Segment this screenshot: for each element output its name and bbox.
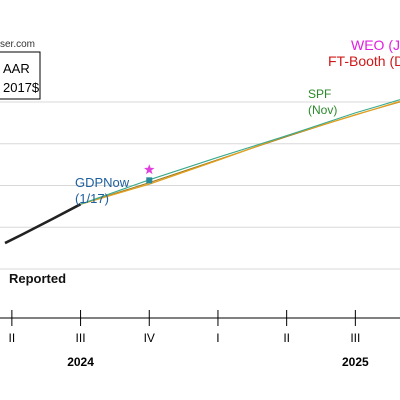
forecast-points — [144, 164, 155, 184]
units-box — [0, 51, 41, 100]
x-axis-ticks: IIIIIIVIIIIIIIV20242025 — [9, 310, 369, 369]
point-gdpnow — [146, 177, 153, 184]
x-tick-label-1: III — [76, 331, 86, 345]
point-weo-star — [144, 164, 155, 175]
x-tick-label-3: I — [216, 331, 219, 345]
annotation-ft-booth: FT-Booth (D — [328, 53, 400, 69]
annotation-weo: WEO (Ja — [351, 37, 400, 53]
source-label: ser.com — [0, 39, 35, 50]
x-tick-label-4: II — [283, 331, 290, 345]
units-box-line2: 2017$ — [3, 80, 40, 95]
annotation-spf-date: (Nov) — [308, 103, 337, 117]
units-box-line1: AAR — [3, 61, 30, 76]
x-year-label-1: 2025 — [342, 355, 369, 369]
x-year-label-0: 2024 — [67, 355, 94, 369]
gridlines — [0, 101, 400, 270]
annotation-gdpnow-date: (1/17) — [75, 191, 109, 206]
series-line-2 — [80, 100, 400, 205]
annotation-reported: Reported — [9, 271, 66, 286]
series-line-1 — [80, 99, 400, 205]
x-tick-label-5: III — [350, 331, 360, 345]
x-tick-label-0: II — [9, 331, 16, 345]
series-line-0 — [4, 203, 82, 245]
x-tick-label-2: IV — [144, 331, 155, 345]
annotation-spf: SPF — [308, 87, 331, 101]
annotation-gdpnow: GDPNow — [75, 175, 130, 190]
series-lines — [4, 99, 400, 245]
